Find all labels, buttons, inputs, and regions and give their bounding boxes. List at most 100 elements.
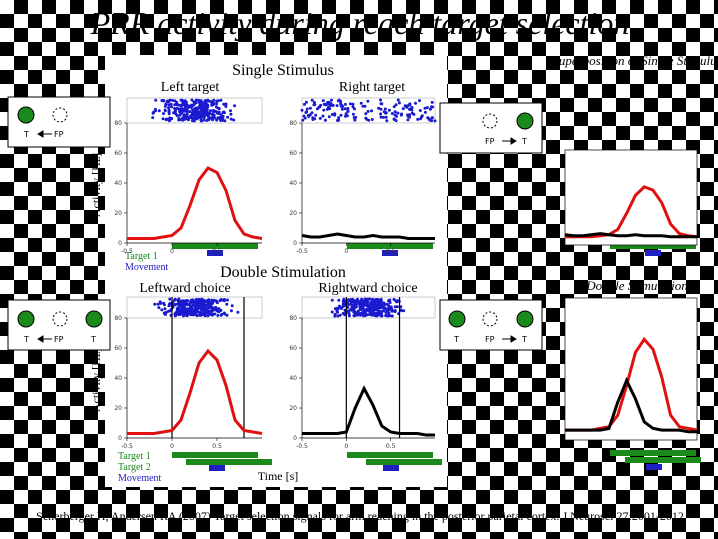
y-tick-label: 80 <box>114 120 122 127</box>
raster-spike <box>351 102 355 106</box>
data-line <box>127 348 263 435</box>
y-tick-label: 20 <box>114 210 122 217</box>
raster-spike <box>408 107 411 111</box>
raster-spike <box>233 104 237 108</box>
raster-spike <box>229 117 233 121</box>
raster-spike <box>212 306 216 310</box>
raster-spike <box>225 313 229 317</box>
raster-spike <box>408 103 412 107</box>
raster-spike <box>371 299 375 303</box>
raster-spike <box>197 113 201 117</box>
x-tick-label: 0.5 <box>386 443 396 450</box>
raster-spike <box>305 110 309 114</box>
raster-frame <box>126 97 263 124</box>
raster-spike <box>186 299 190 303</box>
raster-spike <box>201 115 205 118</box>
y-tick-label: 80 <box>289 315 297 322</box>
raster-spike <box>427 117 431 121</box>
raster-spike <box>387 311 391 315</box>
raster-spike <box>386 309 389 313</box>
raster-spike <box>170 105 174 109</box>
raster-spike <box>229 109 232 113</box>
raster-spike <box>433 119 437 123</box>
raster-spike <box>174 112 178 116</box>
raster-spike <box>188 115 191 119</box>
raster-spike <box>174 109 177 113</box>
raster-spike <box>185 302 189 306</box>
raster-spike <box>212 298 216 302</box>
raster-spike <box>342 300 346 304</box>
raster-spike <box>377 309 381 313</box>
raster-spike <box>342 297 346 301</box>
raster-spike <box>371 301 375 305</box>
y-tick-label: 20 <box>289 405 297 412</box>
raster-spike <box>164 102 168 106</box>
raster-spike <box>365 300 369 304</box>
raster-spike <box>157 109 161 113</box>
raster-spike <box>318 116 322 120</box>
raster-spike <box>181 107 185 111</box>
event-label: Target 2 <box>118 462 151 473</box>
raster-spike <box>428 107 432 111</box>
raster-spike <box>191 108 194 112</box>
raster-spike <box>215 300 219 304</box>
raster-spike <box>205 108 209 111</box>
icon-label: FP <box>54 130 64 139</box>
task-icon <box>7 299 111 351</box>
raster-spike <box>215 99 219 103</box>
raster-spike <box>396 98 400 102</box>
raster-spike <box>302 114 306 118</box>
raster-spike <box>219 98 223 102</box>
side-label: Double Stimulation <box>585 278 687 293</box>
y-axis-label: Activity [Hz] <box>89 153 103 217</box>
raster-spike <box>203 314 207 318</box>
raster-spike <box>195 298 199 302</box>
raster-spike <box>206 311 210 315</box>
raster-spike <box>162 301 166 305</box>
y-tick-label: 40 <box>114 375 122 382</box>
raster-spike <box>188 110 192 114</box>
raster-spike <box>339 102 343 106</box>
raster-spike <box>179 304 182 307</box>
raster-spike <box>399 113 403 117</box>
raster-spike <box>395 114 398 118</box>
raster-spike <box>211 101 215 105</box>
raster-spike <box>215 102 219 106</box>
raster-spike <box>330 298 334 302</box>
raster-spike <box>354 305 358 309</box>
raster-spike <box>229 309 233 313</box>
raster-spike <box>202 298 206 302</box>
raster-spike <box>395 300 399 304</box>
icon-label: T <box>521 335 527 344</box>
raster-spike <box>343 313 347 317</box>
raster-spike <box>366 99 370 103</box>
raster-spike <box>215 118 219 122</box>
raster-spike <box>194 111 198 114</box>
raster-spike <box>206 300 209 304</box>
raster-spike <box>351 304 355 308</box>
raster-spike <box>181 118 185 122</box>
raster-spike <box>425 106 429 110</box>
event-label: Movement <box>125 262 169 273</box>
y-tick-label: 80 <box>114 315 122 322</box>
raster-spike <box>338 99 342 103</box>
y-tick-label: 60 <box>289 150 297 157</box>
raster-spike <box>341 305 345 309</box>
x-tick-label: -0.5 <box>296 443 308 450</box>
raster-spike <box>394 103 398 107</box>
raster-spike <box>365 304 369 308</box>
raster-spike <box>222 311 226 315</box>
raster-spike <box>162 311 166 315</box>
raster-spike <box>195 106 199 110</box>
raster-spike <box>160 308 164 312</box>
data-line <box>564 232 697 239</box>
raster-spike <box>216 314 220 317</box>
raster-spike <box>224 103 228 107</box>
raster-spike <box>346 305 350 309</box>
raster-spike <box>354 115 358 119</box>
raster-spike <box>176 298 180 302</box>
raster-spike <box>384 115 388 119</box>
raster-spike <box>410 108 414 112</box>
raster-spike <box>327 115 331 119</box>
